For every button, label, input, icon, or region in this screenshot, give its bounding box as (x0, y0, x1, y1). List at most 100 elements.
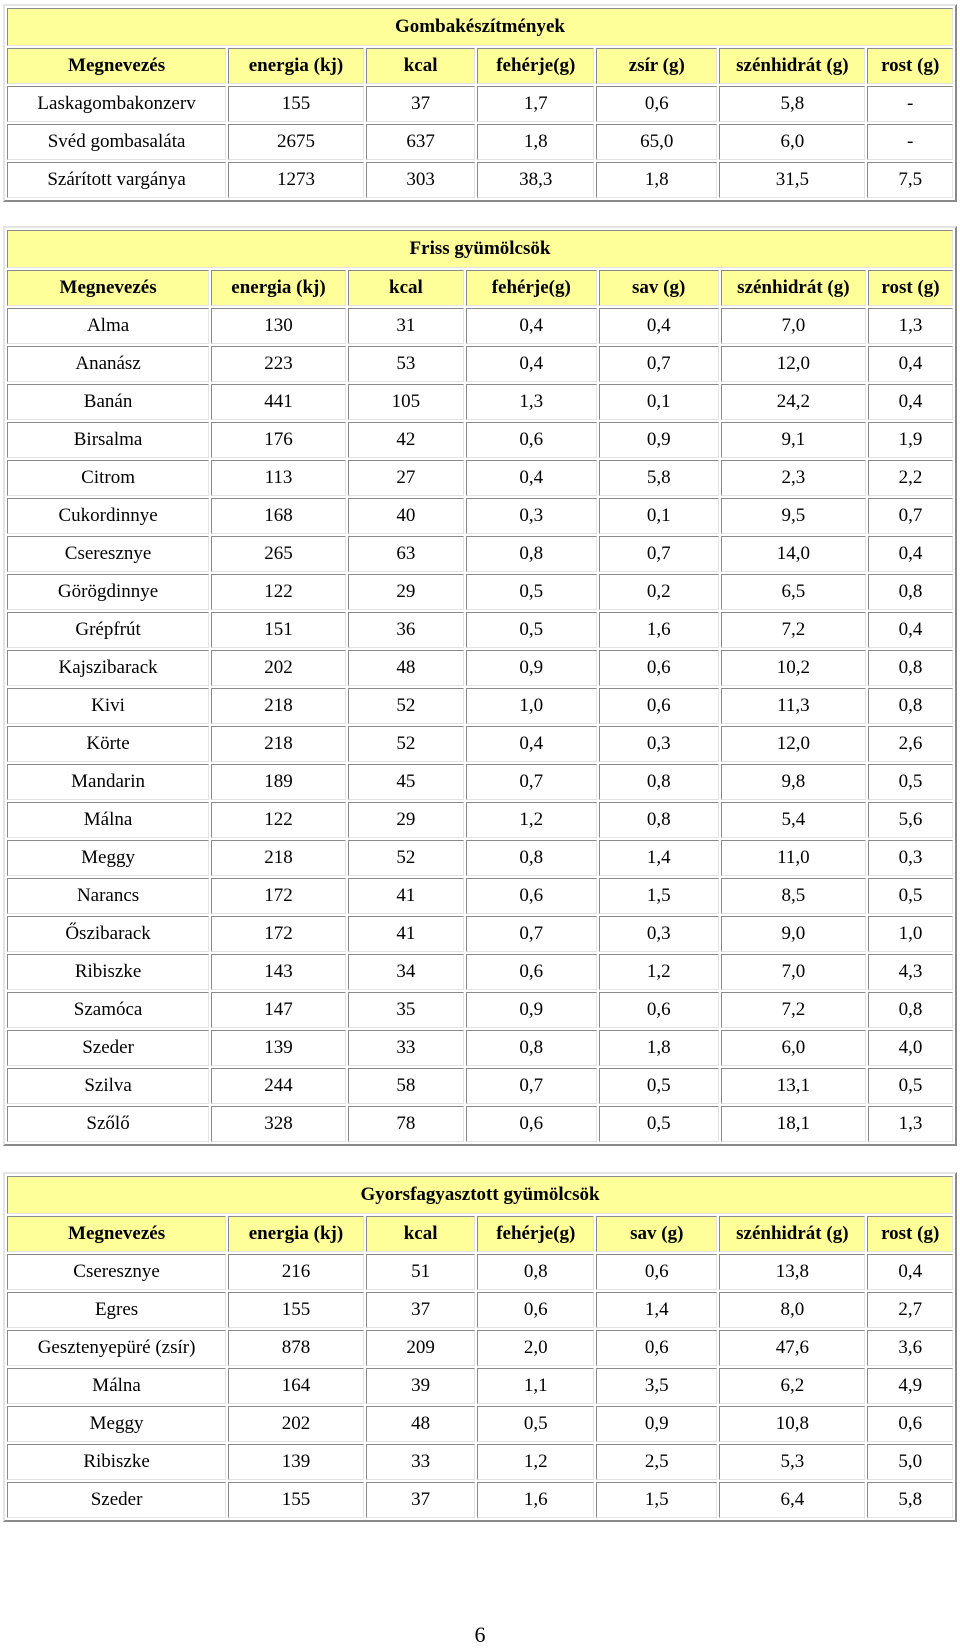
value-cell: - (867, 124, 953, 160)
table-row: Görögdinnye 122 29 0,5 0,2 6,5 0,8 (7, 574, 953, 610)
row-name-cell: Görögdinnye (7, 574, 210, 610)
value-cell: 1,0 (867, 916, 953, 952)
value-cell: 265 (211, 536, 346, 572)
value-cell: 53 (347, 346, 464, 382)
row-name-cell: Mandarin (7, 764, 210, 800)
table-row: Kivi 218 52 1,0 0,6 11,3 0,8 (7, 688, 953, 724)
value-cell: 155 (228, 86, 364, 122)
value-cell: 189 (211, 764, 346, 800)
value-cell: 29 (347, 574, 464, 610)
value-cell: 1,5 (596, 1482, 718, 1518)
value-cell: 0,5 (867, 764, 953, 800)
row-name-cell: Szamóca (7, 992, 210, 1028)
value-cell: 11,0 (720, 840, 866, 876)
value-cell: 0,5 (465, 612, 597, 648)
value-cell: 0,7 (465, 764, 597, 800)
value-cell: 2675 (228, 124, 364, 160)
column-header: sav (g) (598, 270, 719, 306)
value-cell: 36 (347, 612, 464, 648)
row-name-cell: Svéd gombasaláta (7, 124, 227, 160)
row-name-cell: Szeder (7, 1482, 227, 1518)
value-cell: 0,6 (598, 650, 719, 686)
value-cell: 1,8 (598, 1030, 719, 1066)
table-row: Mandarin 189 45 0,7 0,8 9,8 0,5 (7, 764, 953, 800)
value-cell: 328 (211, 1106, 346, 1142)
table-row: Cukordinnye 168 40 0,3 0,1 9,5 0,7 (7, 498, 953, 534)
value-cell: 155 (228, 1482, 364, 1518)
value-cell: 47,6 (719, 1330, 866, 1366)
value-cell: 0,6 (596, 1330, 718, 1366)
value-cell: 29 (347, 802, 464, 838)
row-name-cell: Birsalma (7, 422, 210, 458)
value-cell: 441 (211, 384, 346, 420)
value-cell: 6,0 (719, 124, 866, 160)
value-cell: 1273 (228, 162, 364, 198)
value-cell: 0,6 (477, 1292, 595, 1328)
value-cell: 1,6 (477, 1482, 595, 1518)
value-cell: 0,8 (867, 992, 953, 1028)
value-cell: 0,6 (465, 422, 597, 458)
row-name-cell: Málna (7, 1368, 227, 1404)
value-cell: 7,0 (720, 954, 866, 990)
row-name-cell: Szőlő (7, 1106, 210, 1142)
row-name-cell: Cukordinnye (7, 498, 210, 534)
table-row: Meggy 202 48 0,5 0,9 10,8 0,6 (7, 1406, 953, 1442)
value-cell: 0,3 (598, 916, 719, 952)
value-cell: 0,3 (465, 498, 597, 534)
value-cell: 39 (365, 1368, 476, 1404)
value-cell: 1,1 (477, 1368, 595, 1404)
column-header: kcal (365, 1216, 476, 1252)
column-header: kcal (347, 270, 464, 306)
column-header: szénhidrát (g) (719, 1216, 866, 1252)
value-cell: 0,8 (477, 1254, 595, 1290)
value-cell: 878 (228, 1330, 364, 1366)
value-cell: 0,1 (598, 384, 719, 420)
value-cell: - (867, 86, 953, 122)
value-cell: 35 (347, 992, 464, 1028)
value-cell: 0,5 (465, 574, 597, 610)
value-cell: 0,6 (465, 1106, 597, 1142)
value-cell: 216 (228, 1254, 364, 1290)
value-cell: 1,0 (465, 688, 597, 724)
value-cell: 65,0 (596, 124, 718, 160)
row-name-cell: Kivi (7, 688, 210, 724)
row-name-cell: Cseresznye (7, 536, 210, 572)
value-cell: 2,6 (867, 726, 953, 762)
table-row: Svéd gombasaláta 2675 637 1,8 65,0 6,0- (7, 124, 953, 160)
value-cell: 0,4 (465, 346, 597, 382)
value-cell: 5,6 (867, 802, 953, 838)
value-cell: 0,9 (596, 1406, 718, 1442)
value-cell: 0,5 (477, 1406, 595, 1442)
table-title: Gyorsfagyasztott gyümölcsök (7, 1176, 953, 1214)
value-cell: 41 (347, 916, 464, 952)
value-cell: 7,2 (720, 612, 866, 648)
value-cell: 5,8 (719, 86, 866, 122)
value-cell: 9,5 (720, 498, 866, 534)
value-cell: 6,2 (719, 1368, 866, 1404)
value-cell: 0,4 (867, 384, 953, 420)
table-row: Cseresznye 216 51 0,8 0,6 13,8 0,4 (7, 1254, 953, 1290)
value-cell: 176 (211, 422, 346, 458)
table-row: Banán 441 105 1,3 0,1 24,2 0,4 (7, 384, 953, 420)
value-cell: 0,7 (867, 498, 953, 534)
value-cell: 1,8 (596, 162, 718, 198)
value-cell: 48 (365, 1406, 476, 1442)
table-row: Narancs 172 41 0,6 1,5 8,5 0,5 (7, 878, 953, 914)
table-row: Ribiszke 143 34 0,6 1,2 7,0 4,3 (7, 954, 953, 990)
value-cell: 147 (211, 992, 346, 1028)
value-cell: 0,5 (867, 1068, 953, 1104)
table-mushroom-products: Gombakészítmények Megnevezés energia (kj) k… (3, 4, 957, 202)
value-cell: 0,4 (867, 346, 953, 382)
value-cell: 1,2 (598, 954, 719, 990)
value-cell: 41 (347, 878, 464, 914)
value-cell: 130 (211, 308, 346, 344)
value-cell: 7,5 (867, 162, 953, 198)
value-cell: 2,5 (596, 1444, 718, 1480)
value-cell: 5,0 (867, 1444, 953, 1480)
row-name-cell: Kajszibarack (7, 650, 210, 686)
table-row: Laskagombakonzerv 155 37 1,7 0,6 5,8- (7, 86, 953, 122)
value-cell: 0,8 (598, 764, 719, 800)
row-name-cell: Alma (7, 308, 210, 344)
value-cell: 12,0 (720, 346, 866, 382)
value-cell: 218 (211, 688, 346, 724)
